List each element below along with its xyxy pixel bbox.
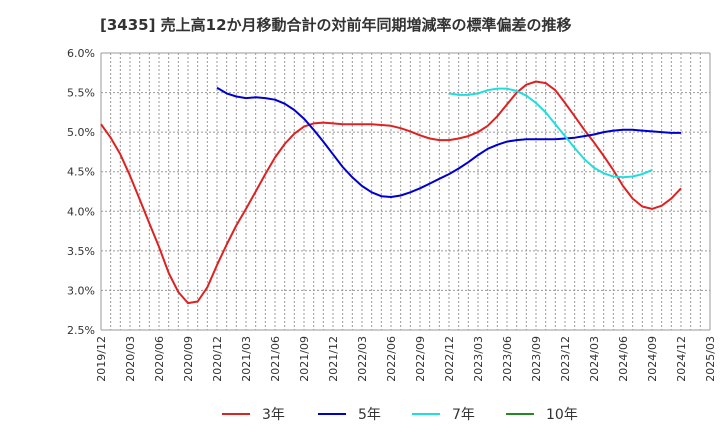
y-tick-label: 3.0% bbox=[67, 284, 95, 297]
x-tick-label: 2024/09 bbox=[646, 336, 659, 382]
x-tick-label: 2024/06 bbox=[617, 336, 630, 382]
x-tick-label: 2023/12 bbox=[559, 336, 572, 382]
x-tick-label: 2022/06 bbox=[385, 336, 398, 382]
x-tick-label: 2022/03 bbox=[356, 336, 369, 382]
x-tick-label: 2023/09 bbox=[530, 336, 543, 382]
legend-label: 3年 bbox=[262, 407, 285, 423]
y-tick-label: 5.0% bbox=[67, 126, 95, 139]
chart-title: [3435] 売上高12か月移動合計の対前年同期増減率の標準偏差の推移 bbox=[100, 16, 572, 34]
x-tick-label: 2025/03 bbox=[704, 336, 717, 382]
x-tick-label: 2024/03 bbox=[588, 336, 601, 382]
series-line-5年 bbox=[216, 86, 681, 198]
series-line-7年 bbox=[448, 87, 653, 179]
x-tick-label: 2022/12 bbox=[443, 336, 456, 382]
x-tick-label: 2022/09 bbox=[414, 336, 427, 382]
axes: 2.5% 3.0% 3.5% 4.0% 4.5% 5.0% 5.5% 6.0% 2019/12 2… bbox=[67, 47, 717, 382]
legend: 3年 5年 7年 10年 bbox=[222, 407, 578, 423]
x-tick-label: 2023/06 bbox=[501, 336, 514, 382]
x-tick-label: 2020/06 bbox=[153, 336, 166, 382]
x-tick-label: 2020/03 bbox=[124, 336, 137, 382]
x-tick-label: 2021/09 bbox=[298, 336, 311, 382]
legend-label: 5年 bbox=[358, 407, 381, 423]
x-tick-label: 2023/03 bbox=[472, 336, 485, 382]
x-tick-label: 2024/12 bbox=[675, 336, 688, 382]
x-tick-label: 2019/12 bbox=[95, 336, 108, 382]
legend-label: 7年 bbox=[452, 407, 475, 423]
x-tick-label: 2021/12 bbox=[327, 336, 340, 382]
legend-label: 10年 bbox=[546, 407, 578, 423]
x-tick-label: 2020/09 bbox=[182, 336, 195, 382]
x-tick-label: 2021/06 bbox=[269, 336, 282, 382]
series-line-3年 bbox=[100, 80, 682, 305]
x-tick-label: 2020/12 bbox=[211, 336, 224, 382]
y-tick-label: 4.5% bbox=[67, 166, 95, 179]
y-tick-label: 5.5% bbox=[67, 87, 95, 100]
y-tick-label: 2.5% bbox=[67, 324, 95, 337]
grid bbox=[100, 52, 711, 331]
y-tick-label: 4.0% bbox=[67, 205, 95, 218]
series-lines bbox=[100, 80, 682, 305]
x-tick-label: 2021/03 bbox=[240, 336, 253, 382]
y-tick-label: 6.0% bbox=[67, 47, 95, 60]
y-tick-label: 3.5% bbox=[67, 245, 95, 258]
